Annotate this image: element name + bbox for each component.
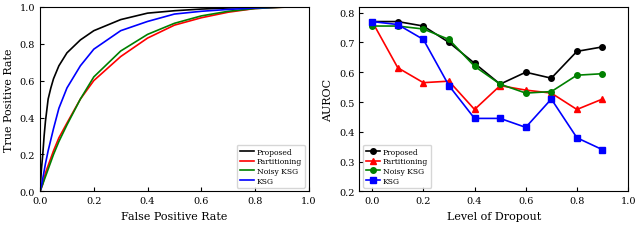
KSG xyxy=(470,117,478,120)
Noisy KSG xyxy=(394,26,402,28)
Noisy KSG xyxy=(420,29,428,31)
Line: Proposed: Proposed xyxy=(369,20,605,88)
Proposed xyxy=(445,42,452,45)
Proposed xyxy=(522,72,529,74)
Proposed xyxy=(573,51,580,54)
KSG xyxy=(598,149,606,151)
Proposed xyxy=(420,26,428,28)
Partitioning xyxy=(547,92,555,95)
KSG xyxy=(547,98,555,101)
Partitioning xyxy=(394,67,402,70)
KSG xyxy=(420,39,428,42)
Line: KSG: KSG xyxy=(369,20,605,153)
Partitioning xyxy=(573,109,580,111)
Legend: Proposed, Partitioning, Noisy KSG, KSG: Proposed, Partitioning, Noisy KSG, KSG xyxy=(364,145,431,188)
Proposed xyxy=(496,83,504,86)
KSG xyxy=(369,21,376,24)
Proposed xyxy=(394,21,402,24)
Noisy KSG xyxy=(496,83,504,86)
KSG xyxy=(522,126,529,129)
Y-axis label: AUROC: AUROC xyxy=(323,78,333,121)
Partitioning xyxy=(598,98,606,101)
Partitioning xyxy=(420,82,428,85)
KSG xyxy=(496,117,504,120)
Proposed xyxy=(547,77,555,80)
X-axis label: Level of Dropout: Level of Dropout xyxy=(447,211,541,221)
Noisy KSG xyxy=(522,92,529,95)
Legend: Proposed, Partitioning, Noisy KSG, KSG: Proposed, Partitioning, Noisy KSG, KSG xyxy=(237,145,305,188)
Partitioning xyxy=(369,21,376,24)
Proposed xyxy=(470,63,478,65)
Partitioning xyxy=(445,81,452,83)
Line: Noisy KSG: Noisy KSG xyxy=(369,24,605,97)
Noisy KSG xyxy=(369,26,376,28)
Noisy KSG xyxy=(470,66,478,68)
KSG xyxy=(394,24,402,27)
Noisy KSG xyxy=(598,73,606,76)
Noisy KSG xyxy=(547,91,555,94)
Partitioning xyxy=(470,109,478,111)
Line: Partitioning: Partitioning xyxy=(369,20,605,113)
Partitioning xyxy=(522,89,529,92)
Proposed xyxy=(598,46,606,49)
X-axis label: False Positive Rate: False Positive Rate xyxy=(121,211,228,221)
Noisy KSG xyxy=(445,39,452,42)
KSG xyxy=(573,137,580,139)
Proposed xyxy=(369,21,376,24)
KSG xyxy=(445,85,452,88)
Noisy KSG xyxy=(573,74,580,77)
Y-axis label: True Positive Rate: True Positive Rate xyxy=(4,48,14,151)
Partitioning xyxy=(496,85,504,88)
